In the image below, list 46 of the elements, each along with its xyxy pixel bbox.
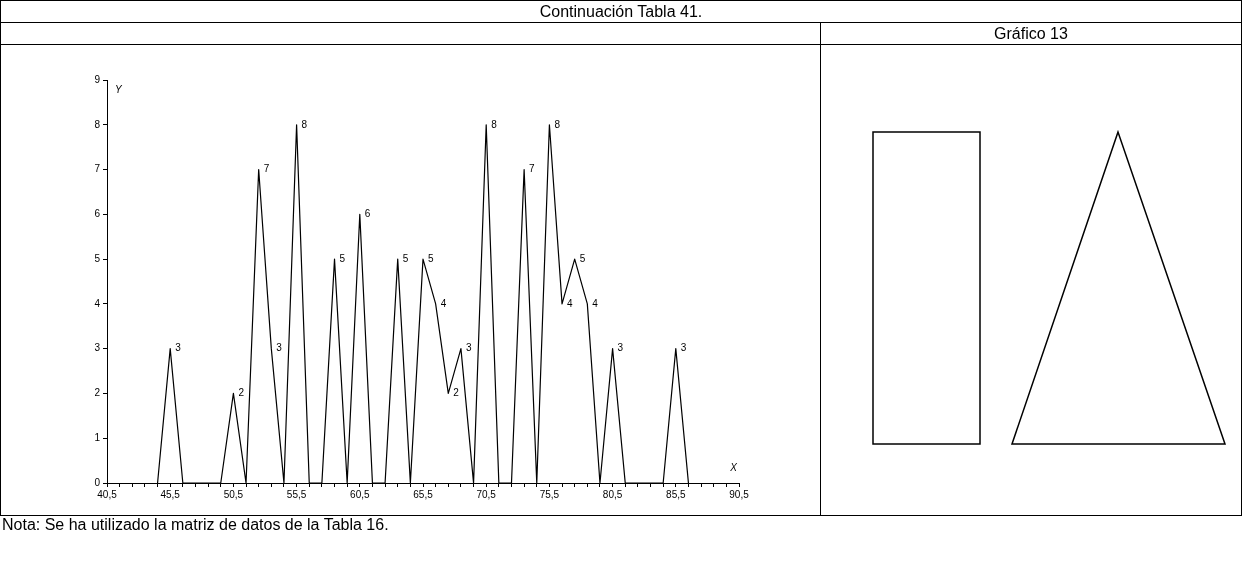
- chart-title: Continuación Tabla 41.: [0, 0, 1242, 23]
- y-tick-label: 6: [94, 208, 101, 220]
- data-label: 3: [680, 342, 687, 354]
- data-label: 2: [453, 387, 460, 399]
- text: Gráfico 13: [820, 22, 1242, 45]
- x-axis-title: X: [729, 461, 738, 473]
- x-tick-label: 90,5: [729, 488, 750, 500]
- y-tick-label: 1: [94, 431, 101, 443]
- data-label: 8: [301, 118, 308, 130]
- data-label: 5: [579, 252, 586, 264]
- x-tick-label: 65,5: [413, 488, 434, 500]
- data-label: 7: [263, 163, 270, 175]
- data-label: 7: [529, 163, 536, 175]
- data-label: 6: [364, 208, 371, 220]
- text: Nota: Se ha utilizado la matriz de datos de la Tabla 16.: [2, 516, 389, 534]
- y-tick-label: 3: [94, 342, 101, 354]
- y-tick-label: 7: [94, 163, 101, 175]
- data-label: 2: [238, 387, 245, 399]
- data-label: 3: [276, 342, 283, 354]
- x-tick-label: 70,5: [476, 488, 497, 500]
- data-label: 5: [402, 252, 409, 264]
- x-tick-label: 80,5: [602, 488, 623, 500]
- x-tick-label: 75,5: [539, 488, 560, 500]
- x-tick-label: 60,5: [350, 488, 370, 500]
- data-label: 4: [567, 297, 574, 309]
- data-label: 4: [440, 297, 447, 309]
- y-tick-label: 2: [94, 387, 101, 399]
- y-tick-label: 5: [94, 252, 101, 264]
- x-tick-label: 55,5: [286, 488, 307, 500]
- data-label: 5: [428, 252, 434, 264]
- y-tick-label: 0: [94, 476, 101, 488]
- x-tick-label: 50,5: [223, 488, 244, 500]
- y-tick-label: 8: [94, 118, 101, 130]
- data-label: 3: [617, 342, 624, 354]
- data-label: 8: [491, 118, 498, 130]
- x-tick-label: 45,5: [160, 488, 181, 500]
- y-tick-label: 9: [94, 73, 101, 85]
- data-label: 3: [175, 342, 182, 354]
- y-tick-label: 4: [94, 297, 101, 309]
- data-label: 8: [554, 118, 561, 130]
- x-tick-label: 85,5: [666, 488, 686, 500]
- data-label: 3: [465, 342, 472, 354]
- x-tick-label: 40,5: [97, 488, 118, 500]
- y-axis-title: Y: [115, 83, 123, 95]
- data-label: 4: [592, 297, 599, 309]
- data-label: 5: [339, 252, 346, 264]
